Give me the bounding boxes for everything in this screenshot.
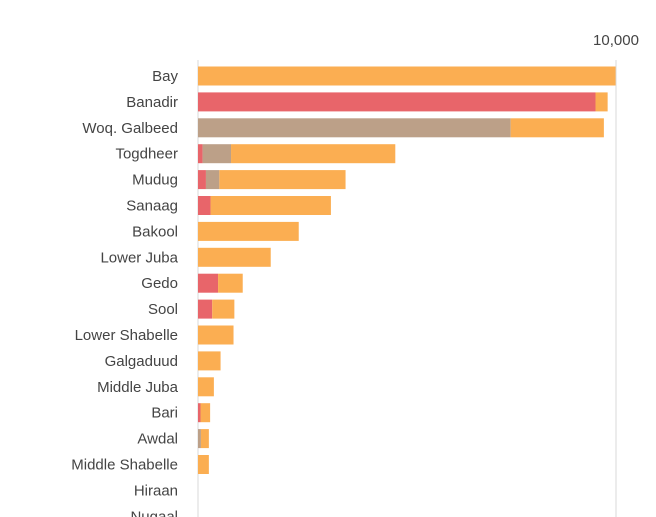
category-label-middle-shabelle: Middle Shabelle bbox=[71, 457, 178, 474]
bar-mudug-segment-2 bbox=[205, 170, 220, 190]
category-label-galgaduud: Galgaduud bbox=[105, 353, 178, 370]
bar-sool-segment-1 bbox=[198, 299, 213, 319]
bar-lower-shabelle-segment-3 bbox=[198, 325, 234, 345]
category-label-sanaag: Sanaag bbox=[126, 198, 178, 215]
bar-lower-juba-segment-3 bbox=[198, 247, 271, 267]
bar-togdheer-segment-2 bbox=[202, 144, 232, 164]
bar-sanaag-segment-1 bbox=[198, 196, 211, 215]
category-label-mudug: Mudug bbox=[132, 172, 178, 189]
bar-awdal-segment-2 bbox=[198, 429, 201, 449]
bar-banadir-segment-3 bbox=[595, 92, 608, 112]
bar-woq-galbeed-segment-2 bbox=[198, 118, 511, 138]
category-label-gedo: Gedo bbox=[141, 275, 178, 292]
category-label-sool: Sool bbox=[148, 301, 178, 318]
category-label-middle-juba: Middle Juba bbox=[97, 379, 179, 396]
category-label-bay: Bay bbox=[152, 68, 178, 85]
bar-togdheer-segment-1 bbox=[198, 144, 203, 164]
bar-middle-juba-segment-3 bbox=[198, 377, 214, 397]
category-label-awdal: Awdal bbox=[137, 431, 178, 448]
category-label-lower-juba: Lower Juba bbox=[100, 249, 178, 266]
gridlines bbox=[197, 60, 617, 517]
x-tick-labels: 10,000 bbox=[593, 32, 639, 49]
bar-mudug-segment-3 bbox=[219, 170, 346, 190]
x-tick-label: 10,000 bbox=[593, 32, 639, 49]
bar-mudug-segment-1 bbox=[198, 170, 206, 190]
bar-gedo-segment-3 bbox=[218, 273, 243, 293]
bar-woq-galbeed-segment-3 bbox=[510, 118, 604, 138]
bar-togdheer-segment-3 bbox=[231, 144, 396, 164]
bar-bari-segment-1 bbox=[198, 403, 201, 423]
category-label-bari: Bari bbox=[151, 405, 178, 422]
bar-bari-segment-3 bbox=[200, 403, 211, 423]
category-label-bakool: Bakool bbox=[132, 223, 178, 240]
bars bbox=[198, 66, 616, 474]
bar-bakool-segment-3 bbox=[198, 221, 299, 241]
bar-middle-shabelle-segment-3 bbox=[198, 455, 209, 474]
category-label-hiraan: Hiraan bbox=[134, 482, 178, 499]
category-labels: Bay Banadir Woq. Galbeed Togdheer Mudug Sanaa… bbox=[71, 68, 178, 517]
category-label-banadir: Banadir bbox=[126, 94, 178, 111]
category-label-lower-shabelle: Lower Shabelle bbox=[75, 327, 178, 344]
category-label-nugaal: Nugaal bbox=[130, 508, 178, 517]
bar-galgaduud-segment-3 bbox=[198, 351, 221, 371]
bar-sool-segment-3 bbox=[212, 299, 235, 319]
bar-sanaag-segment-3 bbox=[210, 196, 331, 215]
bar-gedo-segment-1 bbox=[198, 273, 219, 293]
category-label-togdheer: Togdheer bbox=[115, 146, 178, 163]
bar-banadir-segment-1 bbox=[198, 92, 596, 112]
bar-awdal-segment-3 bbox=[200, 429, 209, 449]
bar-bay-segment-3 bbox=[198, 66, 616, 86]
category-label-woq-galbeed: Woq. Galbeed bbox=[82, 120, 178, 137]
